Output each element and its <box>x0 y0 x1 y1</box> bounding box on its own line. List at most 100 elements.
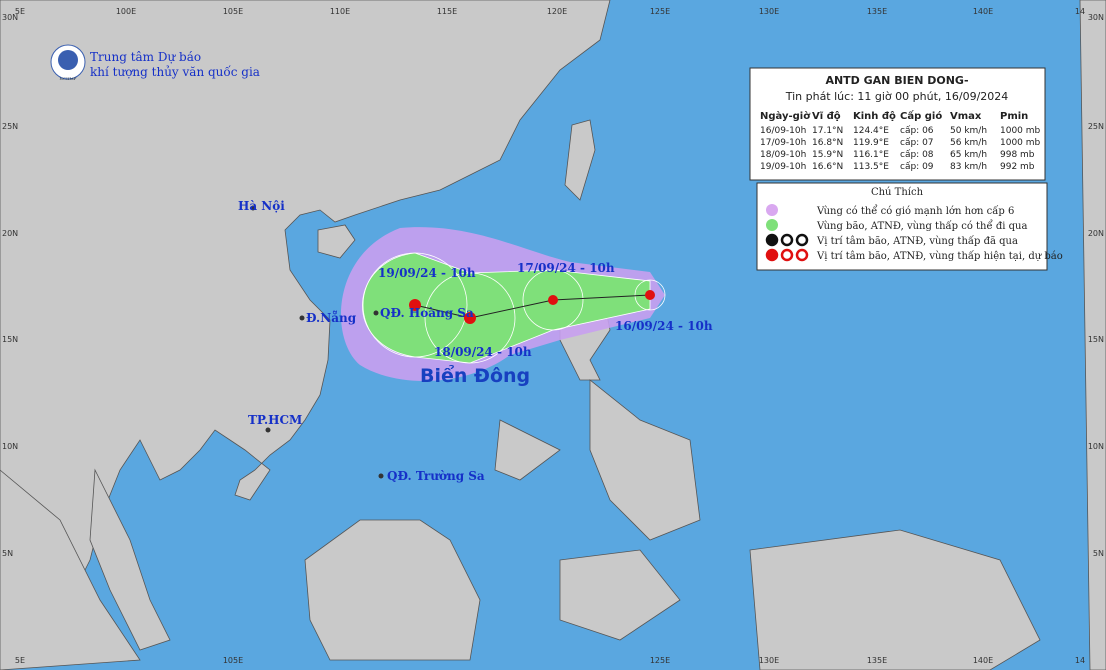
table-cell: 65 km/h <box>950 150 987 160</box>
lon-label: 100E <box>116 7 136 16</box>
lat-label: 5N <box>1093 549 1104 558</box>
logo-text: Trung tâm Dự báo <box>90 50 201 64</box>
lat-label: 25N <box>1088 122 1104 131</box>
table-cell: 16.8°N <box>812 138 843 148</box>
place-dot <box>265 427 271 433</box>
lon-label: 110E <box>330 7 350 16</box>
table-cell: 992 mb <box>1000 162 1035 172</box>
lat-label: 20N <box>2 229 18 238</box>
table-cell: 15.9°N <box>812 150 843 160</box>
place-dot <box>250 205 256 211</box>
logo: NCHMF Trung tâm Dự báo khí tượng thủy vă… <box>50 44 260 81</box>
logo-text: khí tượng thủy văn quốc gia <box>90 64 260 79</box>
legend-swatch <box>766 204 778 216</box>
lat-label: 15N <box>1088 335 1104 344</box>
table-cell: 113.5°E <box>853 162 889 172</box>
table-header: Vmax <box>950 111 982 122</box>
place-name: TP.HCM <box>248 413 302 427</box>
lon-label: 14 <box>1075 656 1085 665</box>
info-box: ANTD GAN BIEN DONG- Tin phát lúc: 11 giờ… <box>749 67 1048 271</box>
lon-label: 130E <box>759 7 779 16</box>
table-cell: 17/09-10h <box>760 138 806 148</box>
table-header: Ngày-giờ <box>760 110 811 122</box>
lon-label: 130E <box>759 656 779 665</box>
table-title: ANTD GAN BIEN DONG- <box>825 74 968 87</box>
place-dot <box>299 315 305 321</box>
lon-label: 125E <box>650 7 670 16</box>
lon-label: 120E <box>547 7 567 16</box>
table-cell: 19/09-10h <box>760 162 806 172</box>
table-cell: 1000 mb <box>1000 138 1041 148</box>
lat-label: 30N <box>1088 13 1104 22</box>
table-cell: 116.1°E <box>853 150 889 160</box>
track-label: 19/09/24 - 10h <box>378 266 476 280</box>
place-name: Đ.Nẵng <box>306 310 357 325</box>
legend-swatch <box>780 233 794 247</box>
lon-label: 5E <box>15 7 25 16</box>
legend-item: Vị trí tâm bão, ATNĐ, vùng thấp đã qua <box>816 236 1018 247</box>
table-cell: 50 km/h <box>950 126 987 136</box>
lon-label: 135E <box>867 7 887 16</box>
table-subtitle: Tin phát lúc: 11 giờ 00 phút, 16/09/2024 <box>785 90 1009 103</box>
legend-swatch <box>795 233 809 247</box>
lat-label: 10N <box>1088 442 1104 451</box>
table-cell: cấp: 09 <box>900 161 934 172</box>
place-name: Hà Nội <box>238 199 285 213</box>
lon-label: 135E <box>867 656 887 665</box>
lon-label: 5E <box>15 656 25 665</box>
legend-item: Vùng bão, ATNĐ, vùng thấp có thể đi qua <box>816 220 1027 232</box>
sea-name: Biển Đông <box>420 364 530 387</box>
table-header: Vĩ độ <box>812 110 841 122</box>
lat-label: 30N <box>2 13 18 22</box>
table-cell: 124.4°E <box>853 126 889 136</box>
legend-swatch <box>795 248 809 262</box>
place-dot <box>378 473 384 479</box>
place-name: QĐ. Trường Sa <box>387 469 485 483</box>
lon-label: 140E <box>973 7 993 16</box>
track-label: 17/09/24 - 10h <box>517 261 615 275</box>
table-header: Pmin <box>1000 111 1028 122</box>
lat-label: 25N <box>2 122 18 131</box>
table-cell: 16/09-10h <box>760 126 806 136</box>
table-cell: cấp: 07 <box>900 137 934 148</box>
table-cell: 1000 mb <box>1000 126 1041 136</box>
legend-item: Vị trí tâm bão, ATNĐ, vùng thấp hiện tại… <box>816 251 1063 262</box>
table-cell: 119.9°E <box>853 138 889 148</box>
place-dot <box>373 310 379 316</box>
lon-label: 115E <box>437 7 457 16</box>
place-name: QĐ. Hoàng Sa <box>380 306 474 320</box>
lon-label: 125E <box>650 656 670 665</box>
track-label: 18/09/24 - 10h <box>434 345 532 359</box>
legend-item: Vùng có thể có gió mạnh lớn hơn cấp 6 <box>816 205 1014 217</box>
forecast-cone <box>340 227 666 382</box>
lat-label: 15N <box>2 335 18 344</box>
lon-label: 105E <box>223 656 243 665</box>
table-cell: cấp: 08 <box>900 149 934 160</box>
table-cell: 56 km/h <box>950 138 987 148</box>
table-cell: 16.6°N <box>812 162 843 172</box>
table-cell: 18/09-10h <box>760 150 806 160</box>
logo-badge: NCHMF <box>60 76 77 81</box>
table-cell: cấp: 06 <box>900 125 934 136</box>
legend-swatch <box>765 248 779 262</box>
lon-label: 140E <box>973 656 993 665</box>
legend-swatch <box>766 219 778 231</box>
table-cell: 17.1°N <box>812 126 843 136</box>
table-box <box>749 67 1046 181</box>
legend-title: Chú Thích <box>871 187 924 198</box>
legend-swatch <box>765 233 779 247</box>
table-header: Cấp gió <box>900 109 942 122</box>
table-cell: 998 mb <box>1000 150 1035 160</box>
legend-swatch <box>780 248 794 262</box>
lon-label: 105E <box>223 7 243 16</box>
table-header: Kinh độ <box>853 110 896 122</box>
track-label: 16/09/24 - 10h <box>615 319 713 333</box>
lat-label: 5N <box>2 549 13 558</box>
lat-label: 20N <box>1088 229 1104 238</box>
lat-label: 10N <box>2 442 18 451</box>
lon-label: 14 <box>1075 7 1085 16</box>
table-cell: 83 km/h <box>950 162 987 172</box>
